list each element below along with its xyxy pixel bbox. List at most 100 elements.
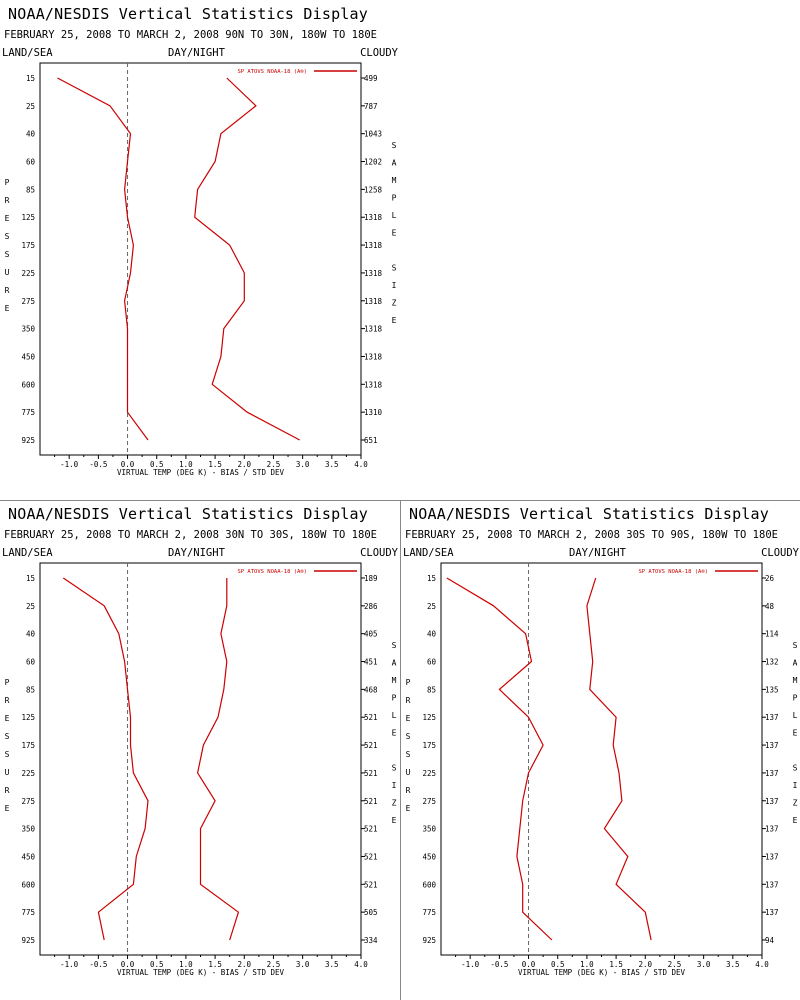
pressure-level-label: 25 <box>427 602 436 611</box>
header-day-night: DAY/NIGHT <box>168 547 225 559</box>
right-axis-label-letter: P <box>793 694 798 703</box>
x-tick-label: -0.5 <box>89 460 107 469</box>
pressure-level-label: 60 <box>26 658 36 667</box>
right-axis-label-letter: Z <box>392 799 397 808</box>
sample-size-label: 499 <box>364 74 378 83</box>
sample-size-label: 1318 <box>364 213 383 222</box>
right-axis-label-letter: L <box>793 711 798 720</box>
sample-size-label: 334 <box>364 936 378 945</box>
pressure-level-label: 40 <box>26 130 36 139</box>
pressure-level-label: 925 <box>422 936 436 945</box>
right-axis-label-letter: E <box>392 229 397 238</box>
sample-size-label: 1318 <box>364 325 383 334</box>
plot-frame <box>440 562 763 956</box>
pressure-level-label: 225 <box>21 769 35 778</box>
y-axis-label-letter: P <box>406 678 411 687</box>
pressure-level-label: 775 <box>422 908 436 917</box>
x-axis-label: VIRTUAL TEMP (DEG K) - BIAS / STD DEV <box>117 968 285 977</box>
y-axis-label-letter: E <box>5 304 10 313</box>
pressure-level-label: 600 <box>422 880 436 889</box>
chart-title: NOAA/NESDIS Vertical Statistics Display <box>409 505 769 523</box>
x-tick-label: 0.0 <box>121 960 135 969</box>
header-day-night: DAY/NIGHT <box>569 547 626 559</box>
pressure-level-label: 60 <box>26 158 36 167</box>
pressure-level-label: 350 <box>21 325 35 334</box>
x-tick-label: 4.0 <box>755 960 769 969</box>
sample-size-label: 137 <box>765 797 779 806</box>
y-axis-label-letter: E <box>406 714 411 723</box>
sample-size-label: 137 <box>765 825 779 834</box>
pressure-level-label: 60 <box>427 658 437 667</box>
pressure-level-label: 175 <box>21 741 35 750</box>
x-tick-label: 3.5 <box>726 960 740 969</box>
right-axis-label-letter: S <box>392 641 397 650</box>
pressure-level-label: 85 <box>26 685 35 694</box>
legend-label: SP ATOVS NOAA-18 (A®) <box>237 69 307 75</box>
pressure-level-label: 925 <box>21 436 35 445</box>
panel-divider-vertical <box>400 500 401 1000</box>
x-tick-label: -0.5 <box>490 960 508 969</box>
pressure-level-label: 925 <box>21 936 35 945</box>
x-tick-label: -1.0 <box>60 960 79 969</box>
pressure-level-label: 125 <box>21 213 35 222</box>
sample-size-label: 48 <box>765 602 775 611</box>
pressure-level-label: 225 <box>21 269 35 278</box>
right-axis-label-letter: I <box>793 781 798 790</box>
right-axis-label-letter: S <box>793 764 798 773</box>
right-axis-label-letter: S <box>392 141 397 150</box>
pressure-level-label: 600 <box>21 380 35 389</box>
sample-size-label: 521 <box>364 797 378 806</box>
pressure-level-label: 15 <box>427 574 436 583</box>
x-tick-label: 0.0 <box>522 960 536 969</box>
sample-size-label: 1310 <box>364 408 383 417</box>
sample-size-label: 114 <box>765 630 779 639</box>
pressure-level-label: 15 <box>26 574 35 583</box>
sample-size-label: 521 <box>364 741 378 750</box>
sample-size-label: 1318 <box>364 241 383 250</box>
x-axis-label: VIRTUAL TEMP (DEG K) - BIAS / STD DEV <box>518 968 686 977</box>
sample-size-label: 137 <box>765 769 779 778</box>
x-tick-label: 0.5 <box>150 460 164 469</box>
y-axis-label-letter: R <box>5 786 10 795</box>
chart-plot: -1.0 -0.5 0.0 0.5 1.0 1.5 2.0 2.5 3.0 3.5 4.0 VIRTU… <box>406 562 798 977</box>
sample-size-label: 189 <box>364 574 378 583</box>
sample-size-label: 1202 <box>364 158 382 167</box>
y-axis-label-letter: E <box>5 214 10 223</box>
pressure-level-label: 275 <box>422 797 436 806</box>
x-tick-label: 1.5 <box>208 960 222 969</box>
sample-size-label: 137 <box>765 713 779 722</box>
sample-size-label: 451 <box>364 658 378 667</box>
right-axis-label-letter: E <box>392 816 397 825</box>
legend-label: SP ATOVS NOAA-18 (A®) <box>638 569 708 575</box>
y-axis-label-letter: P <box>5 678 10 687</box>
sample-size-label: 468 <box>364 685 378 694</box>
sample-size-label: 787 <box>364 102 378 111</box>
x-tick-label: -0.5 <box>89 960 107 969</box>
x-tick-label: 3.5 <box>325 960 339 969</box>
right-axis-label-letter: L <box>392 711 397 720</box>
header-day-night: DAY/NIGHT <box>168 47 225 59</box>
x-tick-label: 1.0 <box>580 960 594 969</box>
y-axis-label-letter: R <box>5 696 10 705</box>
pressure-level-label: 40 <box>427 630 437 639</box>
x-tick-label: 3.0 <box>296 460 310 469</box>
y-axis-label-letter: R <box>406 786 411 795</box>
header-cloudy: CLOUDY <box>360 547 398 559</box>
right-axis-label-letter: A <box>392 659 397 668</box>
x-tick-label: -1.0 <box>60 460 79 469</box>
bias-line <box>62 577 149 941</box>
y-axis-label-letter: E <box>5 804 10 813</box>
pressure-level-label: 600 <box>21 880 35 889</box>
pressure-level-label: 350 <box>422 825 436 834</box>
right-axis-label-letter: E <box>392 316 397 325</box>
right-axis-label-letter: Z <box>392 299 397 308</box>
sample-size-label: 1318 <box>364 352 383 361</box>
sample-size-label: 521 <box>364 769 378 778</box>
y-axis-label-letter: S <box>5 250 10 259</box>
x-tick-label: 1.5 <box>609 960 623 969</box>
sample-size-label: 1318 <box>364 269 383 278</box>
x-tick-label: 0.5 <box>551 960 565 969</box>
chart-panel-1: NOAA/NESDIS Vertical Statistics Display … <box>0 0 400 500</box>
right-axis-label-letter: A <box>392 159 397 168</box>
right-axis-label-letter: Z <box>793 799 798 808</box>
